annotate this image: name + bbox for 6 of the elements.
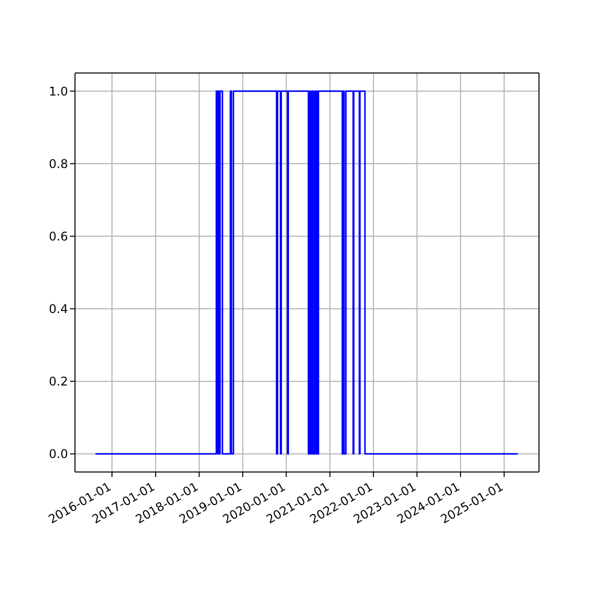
- y-tick-label: 0.4: [48, 302, 68, 316]
- y-tick-label: 0.2: [48, 374, 68, 389]
- y-tick-label: 0.6: [48, 229, 68, 244]
- y-tick-label: 0.0: [48, 447, 68, 462]
- y-tick-label: 0.8: [48, 156, 68, 171]
- y-tick-label: 1.0: [48, 84, 68, 98]
